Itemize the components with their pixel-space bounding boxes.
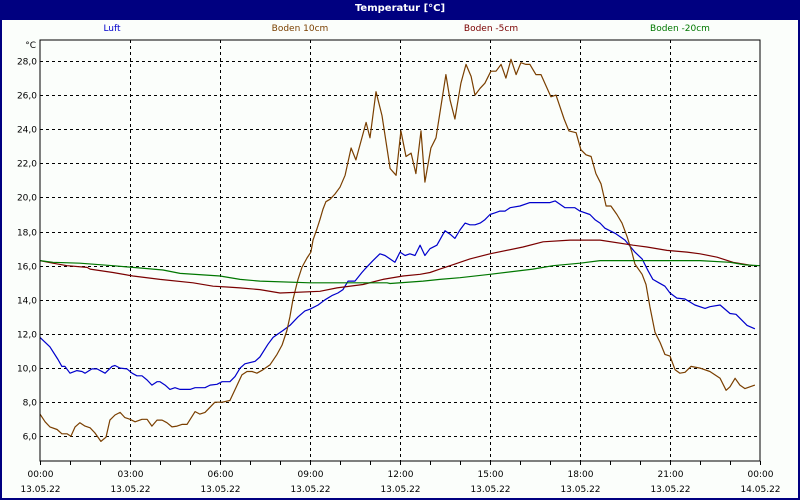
x-tick-time: 06:00	[208, 470, 234, 480]
x-tick-date: 13.05.22	[290, 485, 330, 495]
chart-title: Temperatur [°C]	[0, 0, 800, 20]
x-tick-date: 13.05.22	[470, 485, 510, 495]
legend-item-boden-10cm: Boden 10cm	[271, 24, 329, 34]
series-lines	[39, 58, 761, 442]
y-tick-label: 28,0	[17, 58, 37, 68]
y-tick-label: 8,0	[23, 399, 38, 409]
y-tick-label: 6,0	[23, 433, 38, 443]
x-tick-time: 03:00	[118, 470, 144, 480]
x-tick-date: 13.05.22	[380, 485, 420, 495]
x-tick-date: 13.05.22	[650, 485, 690, 495]
legend-item-luft: Luft	[103, 24, 121, 34]
x-tick-time: 00:00	[28, 470, 54, 480]
x-tick-time: 15:00	[478, 470, 504, 480]
y-axis: 28,0 26,0 24,0 22,0 20,0 18,0 16,0 14,0 12,0 10,0…	[17, 58, 37, 443]
x-tick-date: 13.05.22	[200, 485, 240, 495]
x-tick-time: 12:00	[388, 470, 414, 480]
y-tick-label: 16,0	[17, 263, 37, 273]
y-axis-unit: °C	[25, 41, 36, 51]
y-tick-label: 10,0	[17, 365, 37, 375]
x-axis: 00:00 13.05.22 03:00 13.05.22 06:00 13.05.22 0…	[20, 461, 781, 495]
y-tick-label: 18,0	[17, 229, 37, 239]
y-tick-label: 20,0	[17, 194, 37, 204]
gridlines	[40, 40, 760, 461]
series-line-luft	[39, 200, 756, 390]
x-tick-date: 13.05.22	[560, 485, 600, 495]
legend-item-boden-5cm: Boden -5cm	[463, 24, 519, 34]
y-tick-label: 26,0	[17, 92, 37, 102]
series-line-boden-20cm	[39, 260, 761, 285]
y-tick-label: 12,0	[17, 331, 37, 341]
x-tick-date: 13.05.22	[110, 485, 150, 495]
series-line-boden-5cm	[39, 239, 754, 294]
series-line-boden-10cm	[39, 58, 756, 442]
x-tick-time: 21:00	[658, 470, 684, 480]
x-tick-time: 18:00	[568, 470, 594, 480]
legend-item-boden-20cm: Boden -20cm	[650, 24, 710, 34]
x-tick-date: 13.05.22	[20, 485, 60, 495]
x-tick-time: 00:00	[748, 470, 774, 480]
y-tick-label: 14,0	[17, 297, 37, 307]
y-tick-label: 24,0	[17, 126, 37, 136]
y-tick-label: 22,0	[17, 160, 37, 170]
x-tick-time: 09:00	[298, 470, 324, 480]
x-tick-date: 14.05.22	[740, 485, 780, 495]
